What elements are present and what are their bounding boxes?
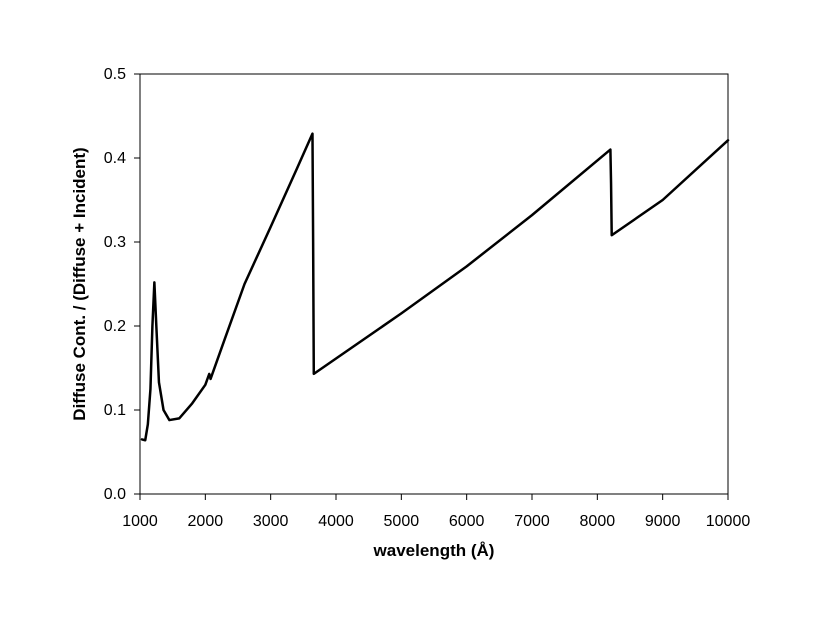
x-tick-label: 7000 xyxy=(514,513,550,530)
x-axis-title: wavelength (Å) xyxy=(373,541,495,560)
y-tick-label: 0.5 xyxy=(104,66,126,83)
series-layer xyxy=(140,132,730,442)
y-axis-tick-labels: 0.0 0.1 0.2 0.3 0.4 0.5 xyxy=(104,66,126,503)
x-tick-label: 1000 xyxy=(122,513,158,530)
x-tick-label: 10000 xyxy=(706,513,751,530)
x-tick-label: 6000 xyxy=(449,513,485,530)
y-axis-ticks xyxy=(134,73,140,495)
x-tick-label: 9000 xyxy=(645,513,681,530)
plot-area xyxy=(139,73,729,495)
x-tick-label: 4000 xyxy=(318,513,354,530)
x-tick-label: 8000 xyxy=(580,513,616,530)
x-axis-tick-labels: 1000 2000 3000 4000 5000 6000 7000 8000 9000 1000… xyxy=(122,513,750,530)
y-tick-label: 0.1 xyxy=(104,402,126,419)
x-tick-label: 3000 xyxy=(253,513,289,530)
y-tick-label: 0.2 xyxy=(104,318,126,335)
series-line xyxy=(140,132,730,442)
y-tick-label: 0.3 xyxy=(104,234,126,251)
x-tick-label: 5000 xyxy=(384,513,420,530)
y-tick-label: 0.0 xyxy=(104,486,126,503)
y-axis-title: Diffuse Cont. / (Diffuse + Incident) xyxy=(70,147,89,420)
y-tick-label: 0.4 xyxy=(104,150,126,167)
x-tick-label: 2000 xyxy=(188,513,224,530)
x-axis-ticks xyxy=(139,494,729,500)
